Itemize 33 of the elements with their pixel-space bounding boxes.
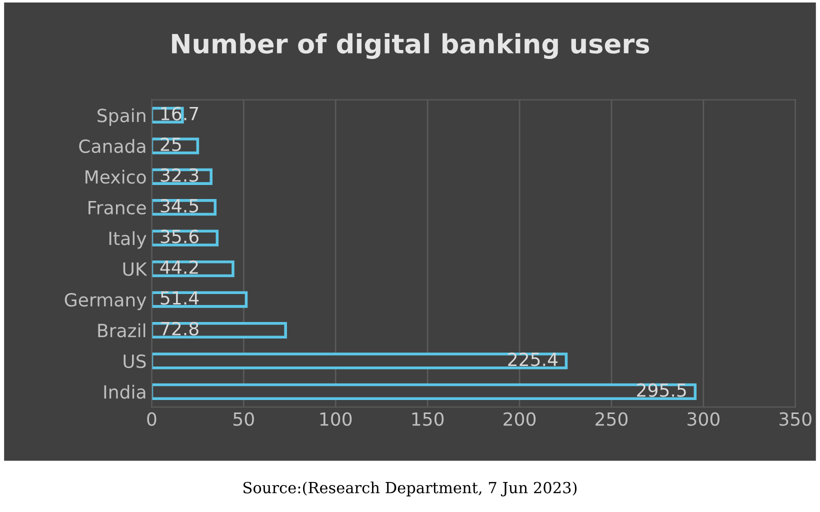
x-tick-label: 100 [320,412,352,426]
data-label: 295.5 [637,383,686,397]
data-label: 72.8 [160,322,198,336]
y-tick-label: France [88,201,146,214]
x-tick-label: 200 [504,412,536,426]
x-tick-label: 300 [688,412,720,426]
data-label: 25 [160,138,181,152]
bar [152,291,248,308]
bar [152,352,568,370]
y-tick-label: UK [123,262,148,276]
chart-title: Number of digital banking users [172,33,650,59]
data-label: 35.6 [160,230,198,244]
x-tick-label: 0 [147,412,156,426]
y-tick-label: US [124,354,146,368]
bar [152,322,287,339]
source-note: Source:(Research Department, 7 Jun 2023) [244,482,577,496]
data-label: 44.2 [160,260,198,274]
bar [152,383,697,400]
x-tick-label: 250 [596,412,628,426]
y-tick-label: Germany [64,292,146,310]
y-tick-label: Italy [109,231,146,249]
x-tick-label: 50 [234,412,254,426]
y-tick-label: India [104,384,146,399]
y-tick-label: Canada [79,139,146,154]
data-label: 51.4 [160,291,199,305]
y-tick-label: Spain [98,108,146,126]
data-label: 34.5 [160,198,198,213]
x-tick-label: 150 [412,412,444,426]
data-label: 225.4 [508,352,558,366]
y-tick-label: Brazil [98,323,146,338]
x-tick-label: 350 [780,412,812,426]
data-label: 32.3 [160,168,198,182]
y-tick-label: Mexico [86,170,146,184]
